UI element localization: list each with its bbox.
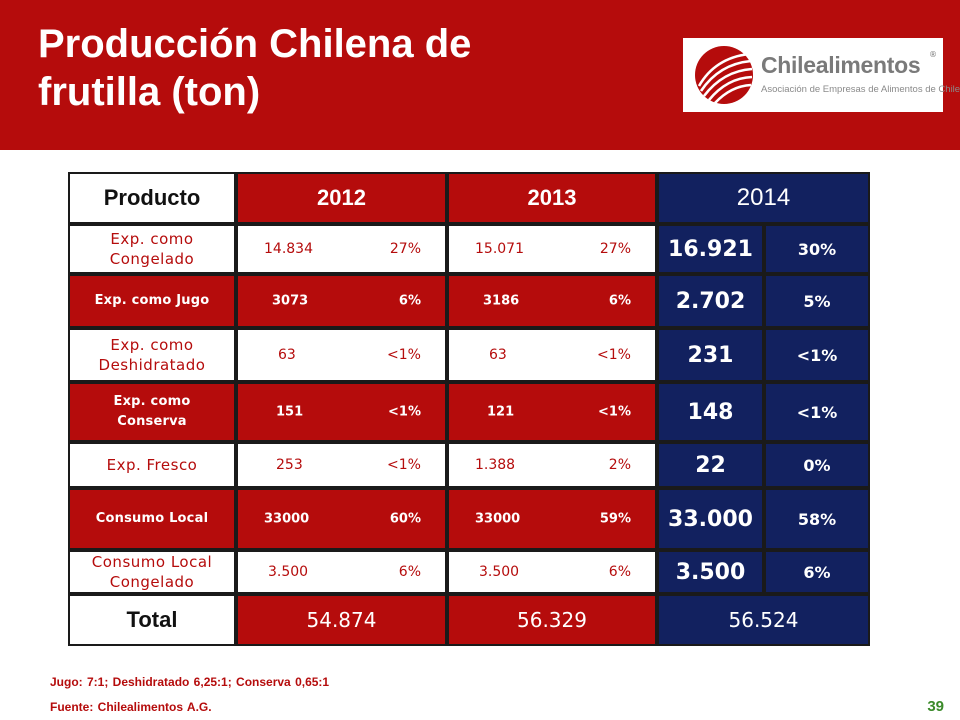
row-product: Exp. como Congelado — [68, 224, 236, 274]
tons-2014: 231 — [657, 328, 764, 382]
pct-2013: 59% — [599, 511, 631, 527]
row-product: Exp. como Jugo — [68, 274, 236, 328]
row-product: Consumo Local Congelado — [68, 550, 236, 594]
row-product: Exp. como Deshidratado — [68, 328, 236, 382]
product-line-2: Deshidratado — [98, 356, 206, 374]
tons-2014: 16.921 — [657, 224, 764, 274]
pct-2013: <1% — [598, 404, 631, 420]
cell-2013: 33000 59% — [447, 488, 657, 550]
product-line-2: Congelado — [109, 573, 195, 591]
cell-2013: 63 <1% — [447, 328, 657, 382]
header-band: Producción Chilena de frutilla (ton) Chi… — [0, 0, 960, 150]
row-product: Consumo Local — [68, 488, 236, 550]
total-2013: 56.329 — [447, 594, 657, 646]
tons-2013: 3.500 — [479, 564, 520, 580]
product-line-1: Consumo Local — [91, 553, 213, 571]
pct-2014: <1% — [764, 382, 870, 442]
cell-2012: 63 <1% — [236, 328, 447, 382]
title-line-1: Producción Chilena de — [38, 22, 472, 66]
tons-2012: 3.500 — [268, 564, 309, 580]
product-line-2: Congelado — [109, 250, 195, 268]
pct-2013: <1% — [597, 347, 631, 363]
tons-2014: 2.702 — [657, 274, 764, 328]
product-line-1: Exp. como — [113, 394, 191, 409]
row-product: Exp. como Conserva — [68, 382, 236, 442]
tons-2012: 33000 — [264, 511, 310, 527]
tons-2013: 3186 — [483, 293, 520, 309]
cell-2012: 3.500 6% — [236, 550, 447, 594]
pct-2013: 6% — [608, 564, 631, 580]
tons-2013: 1.388 — [475, 457, 516, 473]
pct-2013: 2% — [608, 457, 631, 473]
header-2014: 2014 — [657, 172, 870, 224]
product-line-1: Exp. como — [110, 336, 194, 354]
pct-2012: <1% — [387, 457, 421, 473]
product-line-1: Exp. como — [110, 230, 194, 248]
cell-2013: 3186 6% — [447, 274, 657, 328]
row-product: Exp. Fresco — [68, 442, 236, 488]
tons-2012: 253 — [276, 457, 303, 473]
tons-2014: 33.000 — [657, 488, 764, 550]
logo-name: Chilealimentos — [761, 52, 921, 78]
tons-2012: 63 — [278, 347, 296, 363]
tons-2014: 148 — [657, 382, 764, 442]
cell-2013: 121 <1% — [447, 382, 657, 442]
header-2013: 2013 — [447, 172, 657, 224]
globe-swoosh-icon — [695, 46, 753, 104]
total-label: Total — [68, 594, 236, 646]
cell-2012: 253 <1% — [236, 442, 447, 488]
chilealimentos-logo: Chilealimentos ® Asociación de Empresas … — [683, 38, 960, 112]
product-line-2: Conserva — [117, 414, 187, 429]
tons-2014: 22 — [657, 442, 764, 488]
pct-2012: <1% — [388, 404, 421, 420]
tons-2013: 121 — [487, 404, 515, 420]
header-2012: 2012 — [236, 172, 447, 224]
pct-2012: 6% — [398, 293, 421, 309]
tons-2012: 3073 — [272, 293, 309, 309]
pct-2014: 5% — [764, 274, 870, 328]
cell-2013: 3.500 6% — [447, 550, 657, 594]
pct-2013: 27% — [599, 241, 631, 257]
title-line-2: frutilla (ton) — [38, 70, 261, 114]
pct-2012: 6% — [398, 564, 421, 580]
tons-2012: 151 — [276, 404, 304, 420]
tons-2013: 33000 — [475, 511, 521, 527]
tons-2012: 14.834 — [264, 241, 313, 257]
cell-2012: 14.834 27% — [236, 224, 447, 274]
pct-2014: 0% — [764, 442, 870, 488]
cell-2012: 33000 60% — [236, 488, 447, 550]
cell-2013: 15.071 27% — [447, 224, 657, 274]
source-note: Fuente: Chilealimentos A.G. — [50, 700, 212, 714]
tons-2014: 3.500 — [657, 550, 764, 594]
pct-2014: 30% — [764, 224, 870, 274]
page-number: 39 — [927, 698, 944, 715]
tons-2013: 63 — [489, 347, 507, 363]
slide-title: Producción Chilena de frutilla (ton) — [38, 20, 598, 116]
cell-2012: 151 <1% — [236, 382, 447, 442]
tons-2013: 15.071 — [475, 241, 524, 257]
logo-subtitle: Asociación de Empresas de Alimentos de C… — [761, 84, 960, 95]
pct-2014: 58% — [764, 488, 870, 550]
pct-2012: 60% — [389, 511, 421, 527]
ratios-note: Jugo: 7:1; Deshidratado 6,25:1; Conserva… — [50, 675, 330, 689]
pct-2012: <1% — [387, 347, 421, 363]
pct-2014: <1% — [764, 328, 870, 382]
logo-registered-mark: ® — [929, 50, 937, 59]
pct-2012: 27% — [389, 241, 421, 257]
cell-2013: 1.388 2% — [447, 442, 657, 488]
total-2014: 56.524 — [657, 594, 870, 646]
pct-2014: 6% — [764, 550, 870, 594]
header-product: Producto — [68, 172, 236, 224]
cell-2012: 3073 6% — [236, 274, 447, 328]
pct-2013: 6% — [608, 293, 631, 309]
total-2012: 54.874 — [236, 594, 447, 646]
